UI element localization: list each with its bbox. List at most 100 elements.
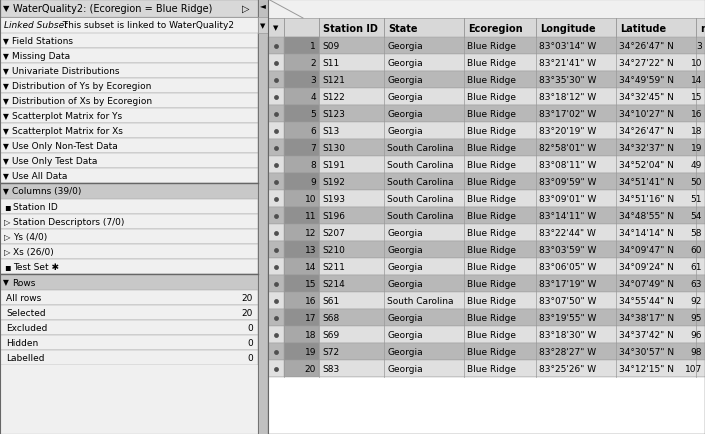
- Bar: [284, 191, 319, 207]
- Text: Georgia: Georgia: [387, 42, 422, 51]
- Text: 49: 49: [691, 161, 702, 170]
- Text: 20: 20: [242, 308, 253, 317]
- Bar: [268, 140, 705, 157]
- Bar: [268, 19, 705, 38]
- Text: S211: S211: [322, 263, 345, 271]
- Text: Ecoregion: Ecoregion: [468, 23, 522, 33]
- Text: Blue Ridge: Blue Ridge: [467, 144, 516, 153]
- Text: Univariate Distributions: Univariate Distributions: [12, 67, 120, 76]
- Text: Blue Ridge: Blue Ridge: [467, 161, 516, 170]
- Bar: [284, 293, 319, 309]
- Text: 11: 11: [305, 211, 316, 220]
- Bar: [284, 123, 319, 140]
- Text: Georgia: Georgia: [387, 364, 422, 373]
- Text: 8: 8: [310, 161, 316, 170]
- Bar: [284, 106, 319, 123]
- Text: 83°20'19" W: 83°20'19" W: [539, 127, 596, 136]
- Bar: [284, 309, 319, 326]
- Bar: [284, 360, 319, 377]
- Bar: [258, 18, 268, 34]
- Text: 83°03'59" W: 83°03'59" W: [539, 246, 596, 254]
- Text: ▼: ▼: [3, 127, 9, 136]
- Text: 1: 1: [310, 42, 316, 51]
- Text: 34°51'16" N: 34°51'16" N: [619, 194, 674, 204]
- Text: 61: 61: [690, 263, 702, 271]
- Bar: [284, 55, 319, 72]
- Text: Blue Ridge: Blue Ridge: [467, 42, 516, 51]
- Bar: [284, 224, 319, 241]
- Text: 0: 0: [247, 338, 253, 347]
- Bar: [258, 0, 268, 434]
- Text: Georgia: Georgia: [387, 76, 422, 85]
- Text: Missing Data: Missing Data: [12, 52, 70, 61]
- Text: Station Descriptors (7/0): Station Descriptors (7/0): [13, 217, 124, 227]
- Bar: [0, 139, 258, 154]
- Text: 34°37'42" N: 34°37'42" N: [619, 330, 674, 339]
- Text: 34°51'41" N: 34°51'41" N: [619, 178, 674, 187]
- Text: 83°09'59" W: 83°09'59" W: [539, 178, 596, 187]
- Text: 17: 17: [305, 313, 316, 322]
- Text: 83°25'26" W: 83°25'26" W: [539, 364, 596, 373]
- Text: Blue Ridge: Blue Ridge: [467, 330, 516, 339]
- Bar: [0, 64, 258, 79]
- Text: ▼: ▼: [3, 171, 9, 181]
- Text: Blue Ridge: Blue Ridge: [467, 246, 516, 254]
- Text: South Carolina: South Carolina: [387, 161, 453, 170]
- Text: 95: 95: [690, 313, 702, 322]
- Text: S192: S192: [322, 178, 345, 187]
- Bar: [284, 275, 319, 293]
- Text: South Carolina: South Carolina: [387, 211, 453, 220]
- Text: Blue Ridge: Blue Ridge: [467, 59, 516, 68]
- Bar: [0, 79, 258, 94]
- Text: Georgia: Georgia: [387, 246, 422, 254]
- Text: Use Only Non-Test Data: Use Only Non-Test Data: [12, 141, 118, 151]
- Bar: [268, 191, 705, 207]
- Text: 16: 16: [305, 296, 316, 305]
- Text: 96: 96: [690, 330, 702, 339]
- Text: 83°09'01" W: 83°09'01" W: [539, 194, 596, 204]
- Text: 83°35'30" W: 83°35'30" W: [539, 76, 596, 85]
- Text: Blue Ridge: Blue Ridge: [467, 93, 516, 102]
- Text: S210: S210: [322, 246, 345, 254]
- Text: 34°12'15" N: 34°12'15" N: [619, 364, 674, 373]
- Bar: [268, 72, 705, 89]
- Text: 0: 0: [247, 323, 253, 332]
- Text: Blue Ridge: Blue Ridge: [467, 211, 516, 220]
- Text: 83°28'27" W: 83°28'27" W: [539, 347, 596, 356]
- Text: 34°55'44" N: 34°55'44" N: [619, 296, 674, 305]
- Text: 83°17'02" W: 83°17'02" W: [539, 110, 596, 119]
- Text: Field Stations: Field Stations: [12, 37, 73, 46]
- Bar: [268, 207, 705, 224]
- Text: Selected: Selected: [6, 308, 46, 317]
- Text: ▪: ▪: [4, 202, 11, 212]
- Text: S193: S193: [322, 194, 345, 204]
- Text: Blue Ridge: Blue Ridge: [467, 194, 516, 204]
- Bar: [268, 106, 705, 123]
- Text: S09: S09: [322, 42, 339, 51]
- Text: Ys (4/0): Ys (4/0): [13, 233, 47, 241]
- Text: 4: 4: [310, 93, 316, 102]
- Text: 6: 6: [310, 127, 316, 136]
- Text: 14: 14: [305, 263, 316, 271]
- Bar: [0, 244, 258, 260]
- Bar: [0, 274, 258, 290]
- Text: 34°26'47" N: 34°26'47" N: [619, 127, 674, 136]
- Text: Georgia: Georgia: [387, 59, 422, 68]
- Bar: [0, 200, 258, 214]
- Text: 60: 60: [690, 246, 702, 254]
- Text: ▼: ▼: [274, 26, 278, 31]
- Text: Scatterplot Matrix for Ys: Scatterplot Matrix for Ys: [12, 112, 122, 121]
- Bar: [268, 0, 705, 19]
- Bar: [268, 0, 705, 434]
- Text: ▼: ▼: [260, 23, 266, 29]
- Text: WaterQuality2: (Ecoregion = Blue Ridge): WaterQuality2: (Ecoregion = Blue Ridge): [13, 4, 212, 14]
- Bar: [284, 38, 319, 55]
- Text: Blue Ridge: Blue Ridge: [467, 296, 516, 305]
- Text: ▼: ▼: [3, 67, 9, 76]
- Text: South Carolina: South Carolina: [387, 194, 453, 204]
- Text: Blue Ridge: Blue Ridge: [467, 364, 516, 373]
- Text: 50: 50: [690, 178, 702, 187]
- Text: 12: 12: [305, 228, 316, 237]
- Text: ▼: ▼: [3, 82, 9, 91]
- Text: Georgia: Georgia: [387, 279, 422, 288]
